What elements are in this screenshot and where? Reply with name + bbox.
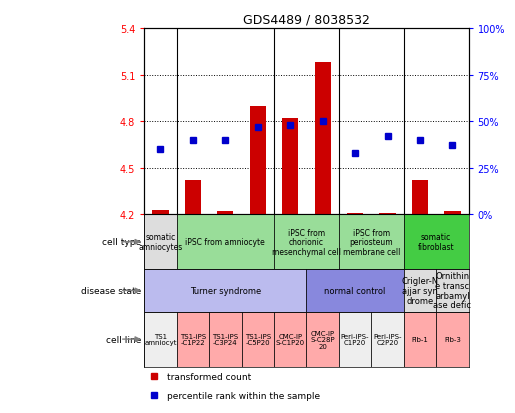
Bar bbox=[177, 215, 274, 270]
Bar bbox=[371, 312, 404, 367]
Bar bbox=[185, 180, 201, 215]
Text: normal control: normal control bbox=[324, 286, 386, 295]
Title: GDS4489 / 8038532: GDS4489 / 8038532 bbox=[243, 13, 370, 26]
Text: transformed count: transformed count bbox=[167, 372, 251, 381]
Text: Fib-3: Fib-3 bbox=[444, 336, 461, 342]
Bar bbox=[306, 270, 404, 312]
Bar bbox=[274, 312, 306, 367]
Text: TS1-iPS
-C5P20: TS1-iPS -C5P20 bbox=[245, 333, 271, 346]
Text: Crigler-N
ajjar syn
drome: Crigler-N ajjar syn drome bbox=[401, 277, 439, 305]
Bar bbox=[412, 180, 428, 215]
Bar bbox=[144, 270, 306, 312]
Bar bbox=[347, 213, 363, 215]
Text: somatic
fibroblast: somatic fibroblast bbox=[418, 233, 455, 252]
Bar bbox=[144, 312, 177, 367]
Text: Ornithin
e transc
arbamyl
ase defic: Ornithin e transc arbamyl ase defic bbox=[434, 272, 471, 310]
Text: Turner syndrome: Turner syndrome bbox=[190, 286, 261, 295]
Bar bbox=[436, 312, 469, 367]
Bar bbox=[380, 213, 396, 215]
Bar bbox=[242, 312, 274, 367]
Bar bbox=[274, 215, 339, 270]
Text: cell type: cell type bbox=[102, 237, 141, 247]
Text: percentile rank within the sample: percentile rank within the sample bbox=[167, 391, 320, 400]
Text: TS1
amniocyt: TS1 amniocyt bbox=[144, 333, 177, 346]
Bar bbox=[444, 211, 460, 215]
Bar bbox=[217, 211, 233, 215]
Text: iPSC from amniocyte: iPSC from amniocyte bbox=[185, 237, 265, 247]
Bar bbox=[315, 63, 331, 215]
Bar bbox=[404, 312, 436, 367]
Text: Fib-1: Fib-1 bbox=[411, 336, 428, 342]
Bar bbox=[209, 312, 242, 367]
Text: CMC-IP
S-C28P
20: CMC-IP S-C28P 20 bbox=[311, 330, 335, 349]
Text: CMC-IP
S-C1P20: CMC-IP S-C1P20 bbox=[276, 333, 305, 346]
Text: somatic
amniocytes: somatic amniocytes bbox=[139, 233, 182, 252]
Bar bbox=[339, 215, 404, 270]
Bar bbox=[339, 312, 371, 367]
Bar bbox=[282, 119, 298, 215]
Bar bbox=[306, 312, 339, 367]
Bar bbox=[144, 215, 177, 270]
Bar bbox=[436, 270, 469, 312]
Text: TS1-iPS
-C1P22: TS1-iPS -C1P22 bbox=[180, 333, 206, 346]
Bar bbox=[404, 270, 436, 312]
Bar bbox=[250, 106, 266, 215]
Text: iPSC from
chorionic
mesenchymal cell: iPSC from chorionic mesenchymal cell bbox=[272, 228, 341, 256]
Text: Peri-iPS-
C2P20: Peri-iPS- C2P20 bbox=[373, 333, 402, 346]
Text: iPSC from
periosteum
membrane cell: iPSC from periosteum membrane cell bbox=[342, 228, 400, 256]
Text: cell line: cell line bbox=[106, 335, 141, 344]
Bar bbox=[404, 215, 469, 270]
Bar bbox=[152, 210, 168, 215]
Text: Peri-iPS-
C1P20: Peri-iPS- C1P20 bbox=[341, 333, 369, 346]
Bar bbox=[177, 312, 209, 367]
Text: TS1-iPS
-C3P24: TS1-iPS -C3P24 bbox=[212, 333, 238, 346]
Text: disease state: disease state bbox=[81, 286, 141, 295]
